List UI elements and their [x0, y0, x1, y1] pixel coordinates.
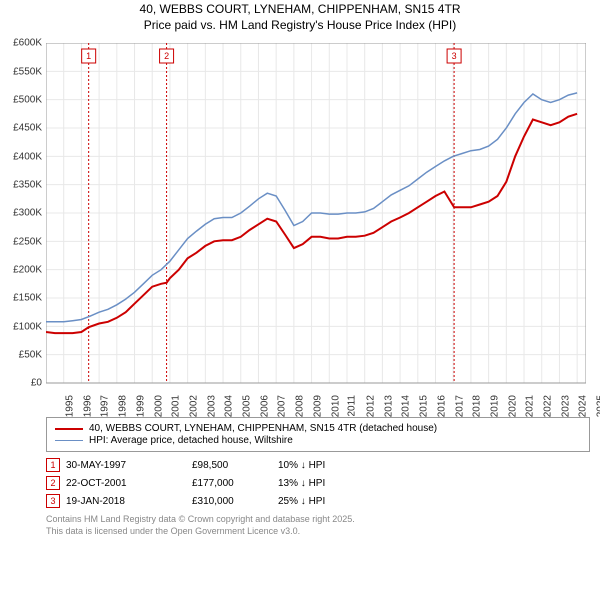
chart-svg: 1 2 3 — [46, 43, 586, 395]
x-tick-label: 2023 — [560, 395, 571, 417]
sale-diff: 13% ↓ HPI — [278, 478, 368, 489]
y-tick-label: £150K — [2, 293, 42, 304]
sale-diff: 10% ↓ HPI — [278, 460, 368, 471]
svg-text:2: 2 — [164, 51, 169, 61]
y-tick-label: £0 — [2, 378, 42, 389]
x-tick-label: 2015 — [418, 395, 429, 417]
x-tick-label: 2004 — [224, 395, 235, 417]
footer-line-2: This data is licensed under the Open Gov… — [46, 526, 590, 538]
sale-row: 2 22-OCT-2001 £177,000 13% ↓ HPI — [46, 476, 590, 490]
title-line-2: Price paid vs. HM Land Registry's House … — [0, 18, 600, 34]
chart-title: 40, WEBBS COURT, LYNEHAM, CHIPPENHAM, SN… — [0, 0, 600, 33]
x-tick-label: 2005 — [241, 395, 252, 417]
x-tick-label: 2021 — [525, 395, 536, 417]
y-tick-label: £200K — [2, 264, 42, 275]
x-tick-label: 2008 — [294, 395, 305, 417]
y-tick-label: £250K — [2, 236, 42, 247]
sale-marker-icon: 3 — [46, 494, 60, 508]
title-line-1: 40, WEBBS COURT, LYNEHAM, CHIPPENHAM, SN… — [0, 2, 600, 18]
y-tick-label: £450K — [2, 123, 42, 134]
sale-price: £98,500 — [192, 460, 272, 471]
x-tick-label: 1997 — [100, 395, 111, 417]
legend-row: HPI: Average price, detached house, Wilt… — [55, 435, 581, 446]
sale-price: £177,000 — [192, 478, 272, 489]
x-tick-label: 1995 — [64, 395, 75, 417]
x-tick-label: 2017 — [454, 395, 465, 417]
sales-table: 1 30-MAY-1997 £98,500 10% ↓ HPI 2 22-OCT-2001… — [46, 458, 590, 508]
x-tick-label: 2011 — [347, 395, 358, 417]
y-tick-label: £500K — [2, 94, 42, 105]
y-tick-label: £600K — [2, 38, 42, 49]
x-tick-label: 2006 — [259, 395, 270, 417]
legend-swatch — [55, 428, 83, 430]
x-tick-label: 2022 — [542, 395, 553, 417]
legend: 40, WEBBS COURT, LYNEHAM, CHIPPENHAM, SN… — [46, 417, 590, 452]
sale-row: 1 30-MAY-1997 £98,500 10% ↓ HPI — [46, 458, 590, 472]
legend-label: HPI: Average price, detached house, Wilt… — [89, 435, 293, 446]
x-tick-label: 2009 — [312, 395, 323, 417]
x-tick-label: 2020 — [507, 395, 518, 417]
footer-line-1: Contains HM Land Registry data © Crown c… — [46, 514, 590, 526]
x-tick-label: 2000 — [153, 395, 164, 417]
x-tick-label: 1999 — [135, 395, 146, 417]
x-tick-label: 2002 — [188, 395, 199, 417]
x-tick-label: 2025 — [595, 395, 600, 417]
sale-date: 22-OCT-2001 — [66, 478, 186, 489]
sale-marker-icon: 2 — [46, 476, 60, 490]
y-tick-label: £100K — [2, 321, 42, 332]
x-tick-label: 2013 — [383, 395, 394, 417]
x-tick-label: 2019 — [489, 395, 500, 417]
y-tick-label: £350K — [2, 179, 42, 190]
x-tick-label: 2012 — [365, 395, 376, 417]
x-tick-label: 2016 — [436, 395, 447, 417]
x-tick-label: 2010 — [330, 395, 341, 417]
sale-price: £310,000 — [192, 496, 272, 507]
legend-swatch — [55, 440, 83, 442]
svg-text:3: 3 — [452, 51, 457, 61]
x-tick-label: 1996 — [82, 395, 93, 417]
sale-marker-icon: 1 — [46, 458, 60, 472]
x-tick-label: 2001 — [170, 395, 181, 417]
y-tick-label: £550K — [2, 66, 42, 77]
x-tick-label: 1998 — [117, 395, 128, 417]
x-tick-label: 2018 — [471, 395, 482, 417]
sale-diff: 25% ↓ HPI — [278, 496, 368, 507]
sale-date: 30-MAY-1997 — [66, 460, 186, 471]
x-tick-label: 2014 — [401, 395, 412, 417]
x-tick-label: 2024 — [578, 395, 589, 417]
legend-row: 40, WEBBS COURT, LYNEHAM, CHIPPENHAM, SN… — [55, 423, 581, 434]
x-tick-label: 2007 — [277, 395, 288, 417]
y-tick-label: £300K — [2, 208, 42, 219]
sale-date: 19-JAN-2018 — [66, 496, 186, 507]
y-tick-label: £400K — [2, 151, 42, 162]
chart-area: 123 £0£50K£100K£150K£200K£250K£300K£350K… — [10, 33, 590, 413]
x-tick-label: 2003 — [206, 395, 217, 417]
svg-text:1: 1 — [86, 51, 91, 61]
legend-label: 40, WEBBS COURT, LYNEHAM, CHIPPENHAM, SN… — [89, 423, 437, 434]
y-tick-label: £50K — [2, 349, 42, 360]
sale-row: 3 19-JAN-2018 £310,000 25% ↓ HPI — [46, 494, 590, 508]
footer: Contains HM Land Registry data © Crown c… — [46, 514, 590, 537]
